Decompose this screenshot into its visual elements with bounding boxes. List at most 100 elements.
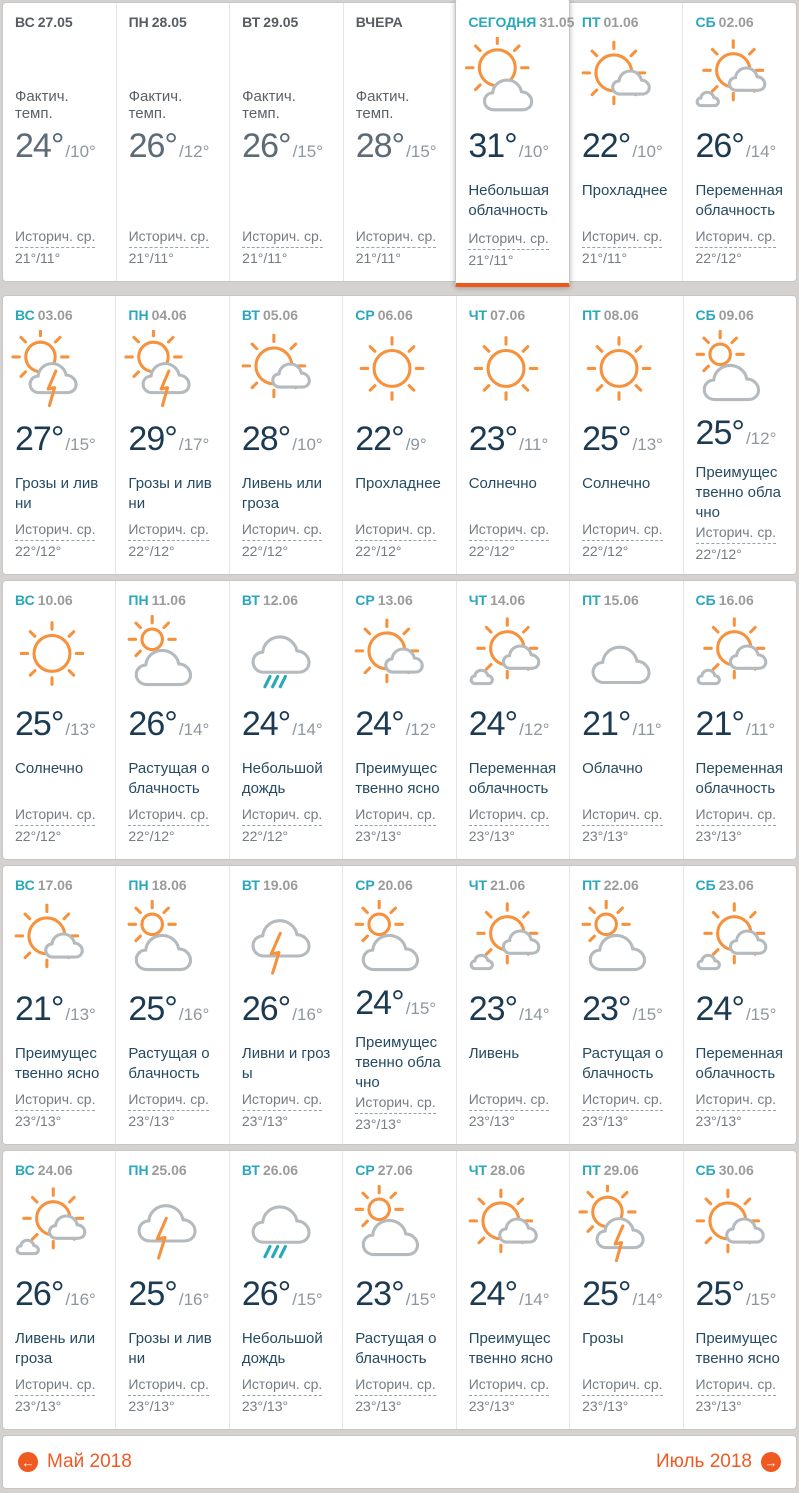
day-card[interactable]: СБ 09.06 25°/12° Преимущественно облачно … — [682, 296, 796, 574]
high-temp: 31° — [468, 127, 517, 165]
day-card[interactable]: ВТ 12.06 24°/14° Небольшой дождь Историч.… — [228, 581, 342, 859]
day-card[interactable]: ВТ 29.05 Фактич. темп. 26°/15° Историч. с… — [229, 3, 343, 281]
day-card[interactable]: ВТ 26.06 26°/15° Небольшой дождь Историч.… — [228, 1151, 342, 1429]
historical-avg-label[interactable]: Историч. ср. — [355, 226, 437, 248]
historical-avg-label[interactable]: Историч. ср. — [241, 1089, 323, 1111]
historical-avg-label[interactable]: Историч. ср. — [695, 1089, 776, 1111]
day-card[interactable]: ПТ 01.06 22°/10° Прохладнее Историч. ср. … — [568, 3, 683, 281]
day-card[interactable]: ПН 28.05 Фактич. темп. 26°/12° Историч. с… — [115, 3, 230, 281]
day-card[interactable]: ПН 04.06 29°/17° Грозы и ливни Историч. с… — [115, 296, 228, 574]
day-card[interactable]: СБ 02.06 26°/14° Переменная облачность Ис… — [682, 3, 796, 281]
historical-avg-label[interactable]: Историч. ср. — [695, 1374, 776, 1396]
day-card[interactable]: ПТ 22.06 23°/15° Растущая облачность Исто… — [569, 866, 682, 1144]
historical-avg-label[interactable]: Историч. ср. — [241, 519, 323, 541]
historical-avg-value: 23°/13° — [582, 1398, 629, 1414]
day-card[interactable]: ПН 18.06 25°/16° Растущая облачность Исто… — [115, 866, 228, 1144]
day-card[interactable]: СБ 23.06 24°/15° Переменная облачность Ис… — [682, 866, 796, 1144]
weather-description: Преимущественно ясно — [355, 760, 440, 797]
historical-avg-label[interactable]: Историч. ср. — [15, 519, 96, 541]
day-card[interactable]: ПН 11.06 26°/14° Растущая облачность Исто… — [115, 581, 228, 859]
day-card[interactable]: ВТ 19.06 26°/16° Ливни и грозы Историч. с… — [228, 866, 342, 1144]
day-card[interactable]: СР 06.06 22°/9° Прохладнее Историч. ср. 2… — [342, 296, 455, 574]
day-date: 05.06 — [262, 307, 299, 323]
historical-avg-label[interactable]: Историч. ср. — [468, 519, 550, 541]
historical-avg-label[interactable]: Историч. ср. — [468, 1374, 550, 1396]
historical-avg-label[interactable]: Историч. ср. — [468, 804, 550, 826]
actual-temp-label: Фактич. темп. — [242, 88, 296, 122]
weather-description: Грозы и ливни — [128, 1330, 212, 1367]
temperature: 26°/16° — [15, 1275, 103, 1319]
historical-avg-label[interactable]: Историч. ср. — [241, 1374, 323, 1396]
historical-average: Историч. ср. 22°/12° — [128, 804, 216, 847]
weather-icon-area — [695, 31, 784, 125]
historical-avg-label[interactable]: Историч. ср. — [128, 226, 210, 248]
historical-avg-label[interactable]: Историч. ср. — [128, 804, 209, 826]
day-card[interactable]: ВС 03.06 27°/15° Грозы и ливни Историч. с… — [3, 296, 115, 574]
day-card[interactable]: ПТ 15.06 21°/11° Облачно Историч. ср. 23°… — [569, 581, 682, 859]
day-card[interactable]: СБ 30.06 25°/15° Преимущественно ясно Ист… — [682, 1151, 796, 1429]
day-card[interactable]: ВТ 05.06 28°/10° Ливень или гроза Историч… — [228, 296, 342, 574]
day-card-header: СР 06.06 — [355, 306, 443, 324]
historical-avg-label[interactable]: Историч. ср. — [468, 228, 549, 250]
weather-icon-area — [242, 1179, 330, 1273]
historical-avg-label[interactable]: Историч. ср. — [582, 1089, 663, 1111]
historical-avg-label[interactable]: Историч. ср. — [355, 519, 436, 541]
day-card[interactable]: СР 27.06 23°/15° Растущая облачность Исто… — [342, 1151, 455, 1429]
historical-avg-value: 23°/13° — [241, 1398, 289, 1414]
historical-avg-label[interactable]: Историч. ср. — [355, 1092, 436, 1115]
historical-avg-label[interactable]: Историч. ср. — [355, 1374, 436, 1396]
day-card[interactable]: ВС 27.05 Фактич. темп. 24°/10° Историч. с… — [3, 3, 116, 281]
day-card[interactable]: ВС 17.06 21°/13° Преимущественно ясно Ист… — [3, 866, 115, 1144]
day-card[interactable]: ЧТ 28.06 24°/14° Преимущественно ясно Ист… — [455, 1151, 569, 1429]
day-date: 06.06 — [377, 307, 413, 323]
day-card[interactable]: ЧТ 21.06 23°/14° Ливень Историч. ср. 23°/… — [455, 866, 569, 1144]
rain-icon — [251, 635, 311, 689]
day-card[interactable]: СЕГОДНЯ 31.05 31°/10° Небольшая облачност… — [455, 0, 574, 287]
historical-average: Историч. ср. 22°/12° — [128, 519, 216, 562]
day-card[interactable]: ПТ 08.06 25°/13° Солнечно Историч. ср. 22… — [569, 296, 682, 574]
historical-avg-label[interactable]: Историч. ср. — [582, 1374, 663, 1396]
historical-avg-label[interactable]: Историч. ср. — [582, 804, 663, 826]
day-abbrev: ЧТ — [468, 592, 488, 608]
historical-avg-label[interactable]: Историч. ср. — [695, 804, 776, 826]
day-card[interactable]: ВЧЕРА Фактич. темп. 28°/15° Историч. ср.… — [342, 3, 457, 281]
historical-avg-label[interactable]: Историч. ср. — [128, 1089, 209, 1111]
historical-avg-label[interactable]: Историч. ср. — [581, 226, 663, 248]
historical-avg-label[interactable]: Историч. ср. — [241, 804, 323, 826]
day-card[interactable]: ЧТ 14.06 24°/12° Переменная облачность Ис… — [455, 581, 569, 859]
historical-avg-label[interactable]: Историч. ср. — [15, 1089, 96, 1111]
day-card[interactable]: ВС 24.06 26°/16° Ливень или гроза Историч… — [3, 1151, 115, 1429]
historical-avg-label[interactable]: Историч. ср. — [128, 519, 209, 541]
historical-avg-label[interactable]: Историч. ср. — [128, 1374, 209, 1396]
high-temp: 24° — [468, 1275, 518, 1313]
next-month-link[interactable]: Июль 2018 → — [656, 1451, 781, 1473]
day-card[interactable]: ПТ 29.06 25°/14° Грозы Историч. ср. 23°/1… — [569, 1151, 682, 1429]
historical-avg-label[interactable]: Историч. ср. — [242, 226, 323, 248]
historical-avg-label[interactable]: Историч. ср. — [695, 522, 776, 545]
high-temp: 25° — [695, 1275, 745, 1313]
day-card[interactable]: ВС 10.06 25°/13° Солнечно Историч. ср. 22… — [3, 581, 115, 859]
historical-avg-label[interactable]: Историч. ср. — [15, 226, 96, 248]
day-card[interactable]: СР 20.06 24°/15° Преимущественно облачно … — [342, 866, 455, 1144]
historical-avg-label[interactable]: Историч. ср. — [582, 519, 663, 541]
historical-avg-label[interactable]: Историч. ср. — [15, 804, 96, 826]
day-abbrev: ВС — [15, 592, 35, 608]
historical-avg-value: 22°/12° — [695, 546, 742, 563]
historical-average: Историч. ср. 22°/12° — [355, 519, 443, 562]
low-temp: /13° — [65, 720, 96, 739]
historical-average: Историч. ср. 23°/13° — [468, 1089, 557, 1132]
day-card[interactable]: СР 13.06 24°/12° Преимущественно ясно Ист… — [342, 581, 455, 859]
low-temp: /14° — [178, 720, 210, 739]
historical-avg-label[interactable]: Историч. ср. — [15, 1374, 96, 1396]
day-date: 10.06 — [37, 592, 73, 608]
prev-month-link[interactable]: ← Май 2018 — [18, 1451, 132, 1473]
historical-avg-label[interactable]: Историч. ср. — [468, 1089, 550, 1111]
day-card[interactable]: ПН 25.06 25°/16° Грозы и ливни Историч. с… — [115, 1151, 228, 1429]
low-temp: /12° — [405, 720, 437, 739]
weather-description: Прохладнее — [355, 475, 441, 492]
historical-avg-label[interactable]: Историч. ср. — [355, 804, 436, 826]
day-card[interactable]: ЧТ 07.06 23°/11° Солнечно Историч. ср. 22… — [455, 296, 569, 574]
day-card[interactable]: СБ 16.06 21°/11° Переменная облачность Ис… — [682, 581, 796, 859]
historical-average: Историч. ср. 23°/13° — [582, 1374, 670, 1417]
historical-avg-label[interactable]: Историч. ср. — [695, 226, 776, 248]
